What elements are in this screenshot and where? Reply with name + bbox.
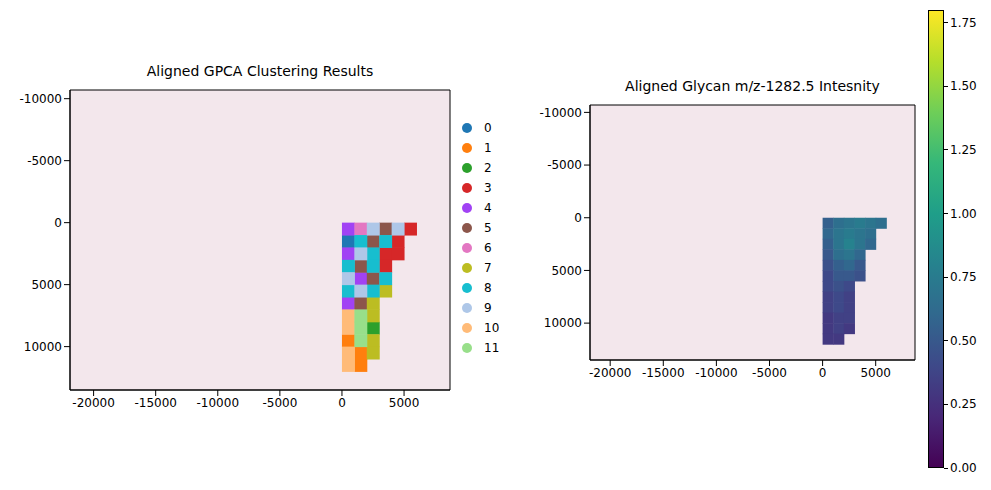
html-text:11: 11 [484, 341, 500, 355]
html-text:1.75: 1.75 [950, 15, 977, 30]
svg-text:0: 0 [819, 366, 827, 380]
html-text:8: 8 [484, 281, 492, 295]
svg-text:-20000: -20000 [72, 396, 115, 410]
svg-text:-5000: -5000 [27, 154, 62, 168]
svg-text:0: 0 [54, 216, 62, 230]
svg-text:0: 0 [338, 396, 346, 410]
html-text:7: 7 [484, 261, 492, 275]
html-text:1.50: 1.50 [950, 79, 977, 94]
html-text:0.75: 0.75 [950, 270, 977, 285]
html-text:Aligned Glycan m/z-1282.5 Inte: Aligned Glycan m/z-1282.5 Intesnity [625, 78, 880, 94]
svg-text:5000: 5000 [31, 278, 62, 292]
html-text:0.00: 0.00 [950, 461, 977, 475]
svg-text:10000: 10000 [544, 316, 582, 330]
svg-text:-15000: -15000 [134, 396, 177, 410]
svg-text:-5000: -5000 [262, 396, 297, 410]
svg-text:-20000: -20000 [589, 366, 632, 380]
html-text:1.00: 1.00 [950, 206, 977, 221]
html-text:0: 0 [484, 121, 492, 135]
html-text:10: 10 [484, 321, 500, 335]
svg-text:10000: 10000 [24, 340, 62, 354]
html-text:9: 9 [484, 301, 492, 315]
html-text:2: 2 [484, 161, 492, 175]
html-text:0.25: 0.25 [950, 397, 977, 412]
svg-text:-15000: -15000 [642, 366, 685, 380]
svg-text:5000: 5000 [551, 264, 582, 278]
svg-text:-10000: -10000 [19, 92, 62, 106]
svg-text:5000: 5000 [860, 366, 891, 380]
svg-text:-10000: -10000 [197, 396, 240, 410]
html-text:5: 5 [484, 221, 492, 235]
html-text:4: 4 [484, 201, 492, 215]
html-text:0.50: 0.50 [950, 333, 977, 348]
svg-text:0: 0 [574, 211, 582, 225]
svg-text:5000: 5000 [389, 396, 420, 410]
html-text:1: 1 [484, 141, 492, 155]
html-text:1.25: 1.25 [950, 142, 977, 157]
html-text:3: 3 [484, 181, 492, 195]
svg-text:-5000: -5000 [547, 158, 582, 172]
svg-text:-10000: -10000 [539, 106, 582, 120]
html-text:Aligned GPCA Clustering Result: Aligned GPCA Clustering Results [146, 63, 374, 79]
html-text:6: 6 [484, 241, 492, 255]
svg-text:-10000: -10000 [695, 366, 738, 380]
svg-text:-5000: -5000 [752, 366, 787, 380]
